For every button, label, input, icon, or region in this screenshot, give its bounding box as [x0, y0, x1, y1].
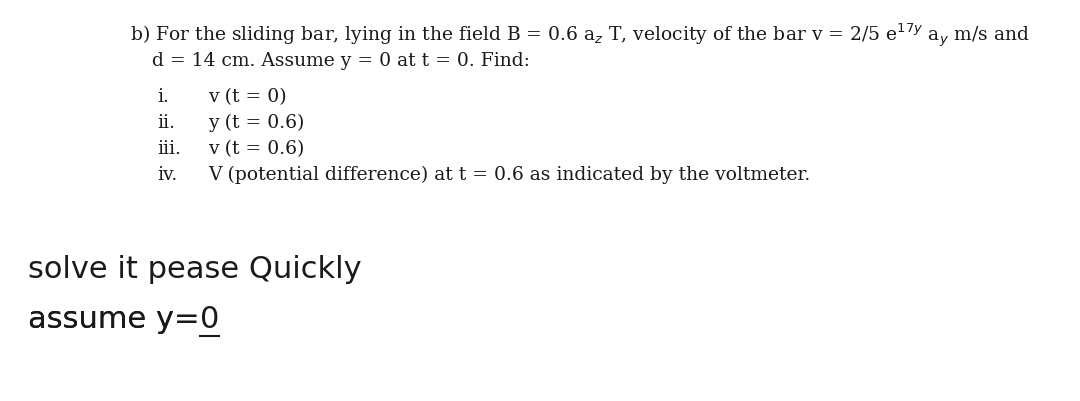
- Text: v (t = 0): v (t = 0): [208, 88, 286, 106]
- Text: b) For the sliding bar, lying in the field B = 0.6 a$_z$ T, velocity of the bar : b) For the sliding bar, lying in the fie…: [130, 22, 1029, 50]
- Text: i.: i.: [157, 88, 168, 106]
- Text: V (potential difference) at t = 0.6 as indicated by the voltmeter.: V (potential difference) at t = 0.6 as i…: [208, 166, 810, 184]
- Text: 0: 0: [200, 305, 219, 334]
- Text: solve it pease Quickly: solve it pease Quickly: [28, 255, 362, 284]
- Text: ii.: ii.: [157, 114, 175, 132]
- Text: y (t = 0.6): y (t = 0.6): [208, 114, 305, 132]
- Text: assume y=: assume y=: [28, 305, 200, 334]
- Text: v (t = 0.6): v (t = 0.6): [208, 140, 305, 158]
- Text: iv.: iv.: [157, 166, 177, 184]
- Text: iii.: iii.: [157, 140, 180, 158]
- Text: assume y=: assume y=: [28, 305, 200, 334]
- Text: d = 14 cm. Assume y = 0 at t = 0. Find:: d = 14 cm. Assume y = 0 at t = 0. Find:: [152, 52, 530, 70]
